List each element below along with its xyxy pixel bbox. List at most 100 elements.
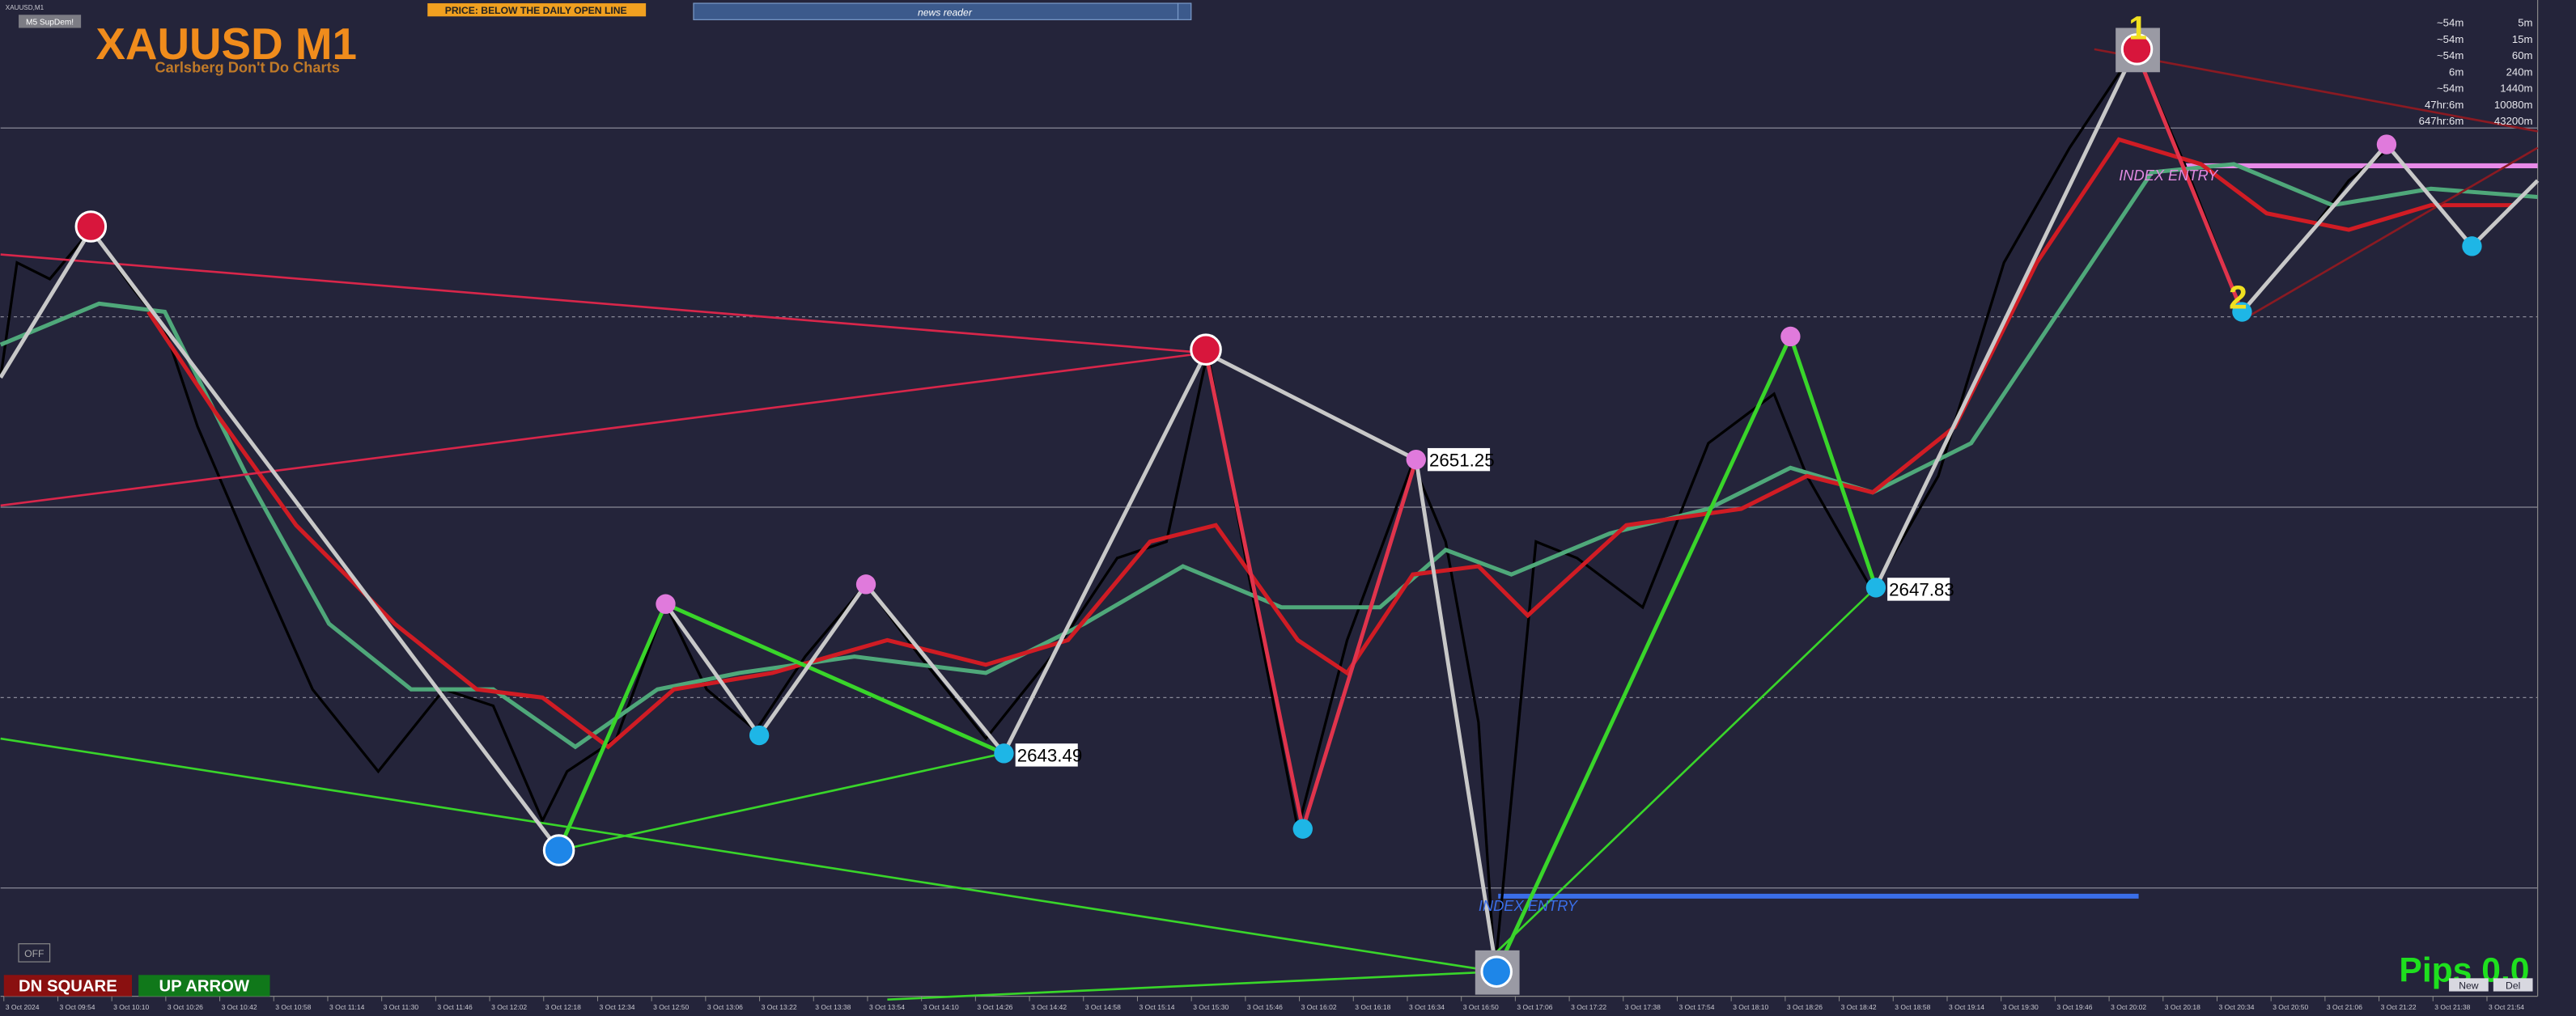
time-label: 3 Oct 10:58 bbox=[275, 1003, 311, 1011]
time-label: 3 Oct 12:18 bbox=[545, 1003, 581, 1011]
title: XAUUSD M1 bbox=[95, 19, 357, 69]
time-label: 3 Oct 16:18 bbox=[1355, 1003, 1390, 1011]
time-label: 3 Oct 16:02 bbox=[1301, 1003, 1337, 1011]
time-label: 3 Oct 17:06 bbox=[1517, 1003, 1552, 1011]
dn-square-button[interactable] bbox=[3, 975, 133, 997]
price-label-bg bbox=[1887, 578, 1950, 601]
time-label: 3 Oct 11:46 bbox=[437, 1003, 473, 1011]
marker-label: 1 bbox=[2128, 10, 2147, 47]
time-label: 3 Oct 20:02 bbox=[2111, 1003, 2146, 1011]
subtitle: Carlsberg Don't Do Charts bbox=[155, 58, 339, 75]
price-label-bg bbox=[1427, 447, 1491, 472]
time-label: 3 Oct 12:50 bbox=[653, 1003, 689, 1011]
levels bbox=[0, 127, 2538, 889]
timer-period: 15m bbox=[2512, 33, 2533, 45]
moving-average bbox=[146, 137, 2514, 750]
time-label: 3 Oct 11:14 bbox=[329, 1003, 365, 1011]
time-label: 3 Oct 14:26 bbox=[977, 1003, 1012, 1011]
timer-period: 1440m bbox=[2500, 83, 2532, 95]
time-label: 3 Oct 17:22 bbox=[1571, 1003, 1606, 1011]
time-label: 3 Oct 14:10 bbox=[923, 1003, 959, 1011]
time-label: 3 Oct 20:50 bbox=[2273, 1003, 2308, 1011]
time-label: 3 Oct 21:38 bbox=[2434, 1003, 2470, 1011]
time-label: 3 Oct 18:42 bbox=[1841, 1003, 1877, 1011]
timer-period: 240m bbox=[2506, 66, 2533, 78]
price-label: 2651.25 bbox=[1429, 450, 1495, 470]
up-arrow-label[interactable]: UP ARROW bbox=[159, 978, 250, 996]
timer-remaining: 6m bbox=[2449, 66, 2464, 78]
time-label: 3 Oct 10:26 bbox=[168, 1003, 203, 1011]
time-label: 3 Oct 13:22 bbox=[762, 1003, 797, 1011]
news-button[interactable] bbox=[1177, 2, 1192, 20]
del-button[interactable] bbox=[2493, 978, 2533, 992]
moving-average bbox=[0, 162, 2538, 750]
time-label: 3 Oct 13:06 bbox=[707, 1003, 743, 1011]
m5-button-label[interactable]: M5 SupDem! bbox=[26, 18, 74, 27]
symbol-tab: XAUUSD,M1 bbox=[6, 4, 45, 11]
time-label: 3 Oct 10:42 bbox=[222, 1003, 257, 1011]
dn-square-label[interactable]: DN SQUARE bbox=[19, 978, 117, 996]
swing-dots bbox=[656, 134, 2482, 839]
marker-label: 2 bbox=[2229, 278, 2247, 315]
price-label: 2643.49 bbox=[1017, 745, 1083, 765]
banner bbox=[427, 3, 647, 17]
time-label: 3 Oct 13:54 bbox=[869, 1003, 905, 1011]
timer-remaining: ~54m bbox=[2437, 16, 2464, 28]
zone-label: INDEX ENTRY bbox=[1479, 897, 1579, 914]
m5-button[interactable] bbox=[19, 15, 82, 28]
timer-remaining: ~54m bbox=[2437, 83, 2464, 95]
zone-label: INDEX ENTRY bbox=[2119, 167, 2219, 184]
timer-remaining: ~54m bbox=[2437, 49, 2464, 61]
time-labels: 3 Oct 2024 3 Oct 09:54 3 Oct 10:10 3 Oct 10… bbox=[3, 996, 2524, 1011]
timer-remaining: 47hr:6m bbox=[2425, 99, 2464, 111]
time-label: 3 Oct 21:22 bbox=[2381, 1003, 2417, 1011]
time-label: 3 Oct 12:34 bbox=[599, 1003, 634, 1011]
time-label: 3 Oct 18:26 bbox=[1787, 1003, 1823, 1011]
time-label: 3 Oct 10:10 bbox=[113, 1003, 149, 1011]
banner-text: PRICE: BELOW THE DAILY OPEN LINE bbox=[445, 5, 627, 16]
time-label: 3 Oct 17:54 bbox=[1679, 1003, 1715, 1011]
timer-period: 10080m bbox=[2494, 99, 2533, 111]
off-button-label[interactable]: OFF bbox=[24, 948, 44, 959]
time-label: 3 Oct 17:38 bbox=[1625, 1003, 1661, 1011]
new-button[interactable] bbox=[2449, 978, 2489, 992]
news-reader-label[interactable]: news reader bbox=[918, 6, 973, 18]
time-label: 3 Oct 15:30 bbox=[1193, 1003, 1229, 1011]
time-label: 3 Oct 09:54 bbox=[59, 1003, 95, 1011]
time-label: 3 Oct 14:58 bbox=[1085, 1003, 1121, 1011]
time-label: 3 Oct 21:54 bbox=[2489, 1003, 2524, 1011]
del-button-label[interactable]: Del bbox=[2506, 980, 2520, 992]
time-label: 3 Oct 18:58 bbox=[1895, 1003, 1930, 1011]
timer-remaining: ~54m bbox=[2437, 33, 2464, 45]
timer-period: 5m bbox=[2518, 16, 2532, 28]
time-label: 3 Oct 19:14 bbox=[1949, 1003, 1984, 1011]
timer-period: 43200m bbox=[2494, 115, 2533, 127]
price-label-bg bbox=[1015, 743, 1078, 767]
time-label: 3 Oct 15:14 bbox=[1139, 1003, 1175, 1011]
up-arrow-button[interactable] bbox=[138, 975, 270, 997]
timer-period: 60m bbox=[2512, 49, 2533, 61]
time-label: 3 Oct 19:46 bbox=[2056, 1003, 2092, 1011]
time-label: 3 Oct 11:30 bbox=[384, 1003, 419, 1011]
time-label: 3 Oct 20:18 bbox=[2165, 1003, 2200, 1011]
pivot-markers bbox=[74, 33, 2154, 988]
price-label: 2647.83 bbox=[1889, 580, 1954, 600]
time-label: 3 Oct 18:10 bbox=[1733, 1003, 1768, 1011]
time-label: 3 Oct 20:34 bbox=[2219, 1003, 2255, 1011]
time-label: 3 Oct 12:02 bbox=[491, 1003, 527, 1011]
time-label: 3 Oct 16:50 bbox=[1463, 1003, 1499, 1011]
time-label: 3 Oct 13:38 bbox=[815, 1003, 851, 1011]
time-label: 3 Oct 19:30 bbox=[2003, 1003, 2039, 1011]
time-label: 3 Oct 21:06 bbox=[2327, 1003, 2362, 1011]
time-label: 3 Oct 16:34 bbox=[1409, 1003, 1445, 1011]
time-label: 3 Oct 2024 bbox=[6, 1003, 40, 1011]
new-button-label[interactable]: New bbox=[2459, 980, 2479, 992]
time-label: 3 Oct 14:42 bbox=[1031, 1003, 1067, 1011]
timers: ~54m 5m ~54m 15m ~54m 60m 6m 240m ~54m 1440m 47hr:… bbox=[2419, 16, 2533, 127]
off-button[interactable] bbox=[18, 943, 51, 963]
timer-remaining: 647hr:6m bbox=[2419, 115, 2464, 127]
time-label: 3 Oct 15:46 bbox=[1247, 1003, 1283, 1011]
